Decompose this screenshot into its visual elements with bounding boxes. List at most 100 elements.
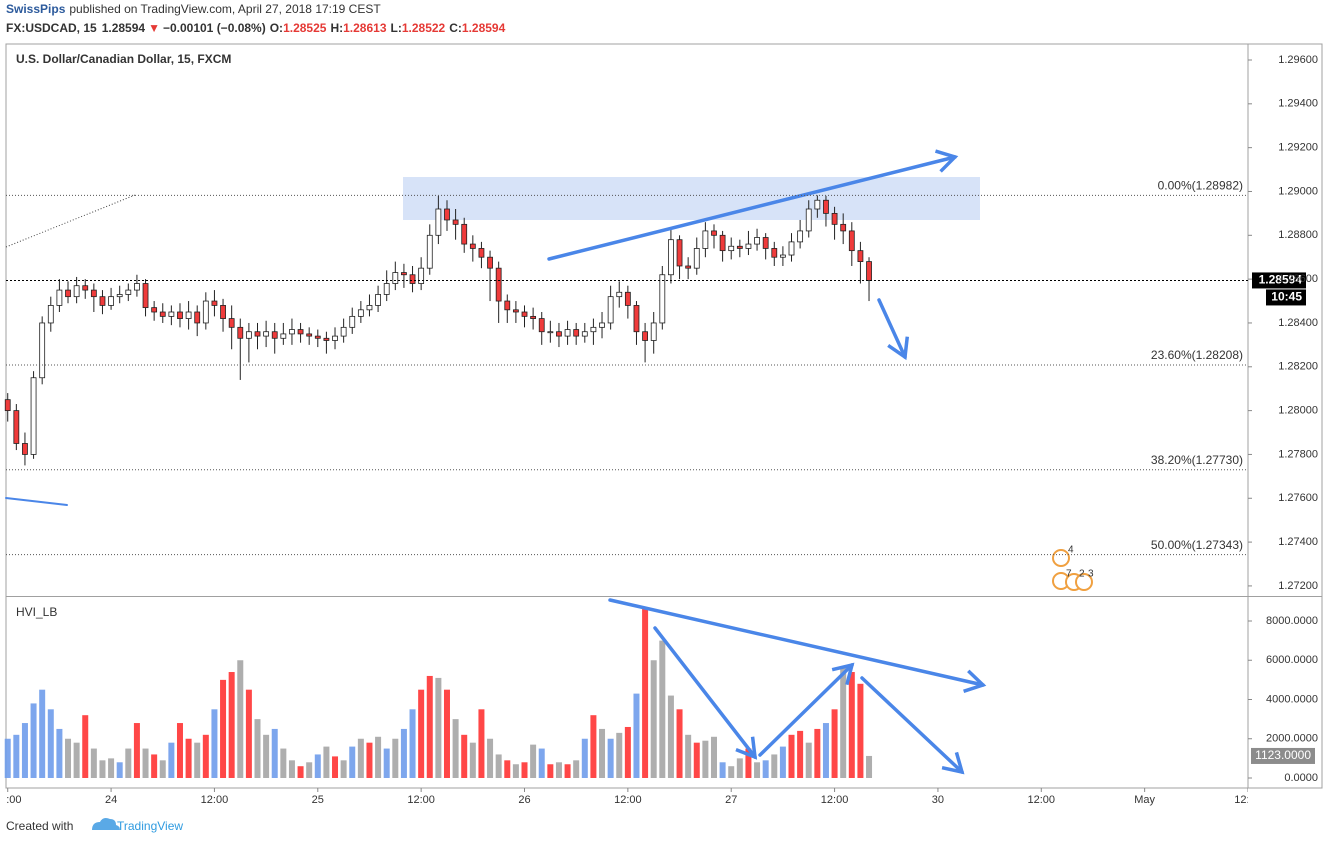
event-count: 2	[1079, 569, 1085, 580]
candle-body	[177, 311, 183, 319]
candle-body	[728, 245, 735, 252]
header-line1: SwissPips published on TradingView.com, A…	[6, 2, 381, 16]
frame	[5, 43, 1323, 789]
candle-body	[452, 219, 459, 225]
volume-bar	[581, 738, 588, 778]
candle-body	[82, 285, 89, 291]
candle-body	[685, 265, 692, 269]
volume-bar	[254, 719, 261, 778]
y-tick-label: 8000.0000	[1266, 615, 1318, 627]
candle-body	[814, 199, 821, 210]
volume-bar	[736, 758, 743, 778]
candle-body	[693, 248, 700, 269]
volume-bar	[39, 689, 46, 778]
volume-bar	[435, 677, 442, 778]
volume-bar	[607, 738, 614, 778]
candle-body	[185, 311, 192, 319]
y-tick-label: 1.28800	[1278, 229, 1318, 241]
candle-body	[642, 331, 648, 341]
candle-body	[220, 305, 226, 319]
candle-body	[383, 283, 390, 295]
candle-body	[779, 254, 786, 258]
y-tick-label: 1.28200	[1278, 361, 1318, 373]
candle-body	[151, 307, 158, 313]
volume-bar	[710, 736, 717, 778]
candle-body	[134, 283, 140, 291]
candle-body	[487, 256, 493, 269]
candle-body	[375, 294, 381, 306]
author: SwissPips	[6, 2, 66, 16]
logo	[92, 818, 120, 830]
candle-body	[13, 410, 20, 444]
candle-body	[142, 283, 149, 309]
candle-body	[271, 331, 278, 339]
x-tick-label: 25	[312, 794, 324, 806]
volume-bar	[728, 766, 735, 778]
volume-bar	[65, 738, 72, 778]
candle-body	[590, 326, 597, 333]
candle-body	[116, 294, 123, 298]
volume-bar	[426, 675, 433, 778]
volume-bar	[263, 734, 270, 778]
candle-body	[357, 309, 364, 317]
volume-title: HVI_LB	[16, 605, 57, 619]
candle-body	[426, 234, 433, 269]
arrow	[547, 149, 959, 261]
volume-bar	[530, 744, 537, 778]
volume-bar	[142, 748, 149, 778]
volume-bar	[220, 679, 227, 778]
direction: ▼	[148, 21, 160, 35]
volume-bar	[616, 732, 623, 778]
candle-body	[99, 296, 106, 306]
y-tick-label: 0.0000	[1284, 772, 1318, 784]
candle-body	[349, 315, 356, 328]
volume-bar	[418, 689, 425, 778]
y-tick-label: 1.28400	[1278, 317, 1318, 329]
candle-body	[47, 305, 54, 324]
close-label: C:	[449, 21, 462, 35]
x-tick-label: 26	[518, 794, 530, 806]
candle-body	[297, 329, 304, 335]
candle-body	[56, 289, 63, 306]
volume-bar	[487, 738, 494, 778]
candle-body	[444, 208, 450, 221]
arrow	[860, 676, 965, 775]
candle-body	[831, 212, 838, 225]
candle-body	[599, 322, 605, 328]
volume-bar	[564, 764, 571, 778]
candle-body	[392, 272, 399, 284]
y-tick-label: 1.27400	[1278, 536, 1318, 548]
volume-bar	[555, 762, 562, 778]
candle-body	[866, 261, 872, 281]
y-tick-label: 1.29400	[1278, 98, 1318, 110]
x-tick-label: 12:00	[821, 794, 849, 806]
candle-body	[702, 230, 709, 249]
candle-body	[254, 331, 261, 337]
candle-body	[280, 333, 287, 339]
candle-body	[504, 300, 511, 311]
volume-bar	[848, 672, 855, 778]
candle-body	[401, 272, 407, 276]
y-tick-label: 4000.0000	[1266, 693, 1318, 705]
candle-body	[159, 311, 166, 317]
candle-body	[461, 223, 468, 245]
trend-line	[5, 497, 68, 506]
header-line2: FX:USDCAD, 15 1.28594 ▼ −0.00101 (−0.08%) O:…	[6, 21, 506, 35]
candle-body	[366, 305, 373, 311]
x-tick-label: 12:00	[407, 794, 435, 806]
volume-bar	[538, 748, 545, 778]
volume-bar	[676, 709, 683, 778]
change: −0.00101 (−0.08%)	[163, 21, 266, 35]
footer-brand[interactable]: TradingView	[117, 819, 183, 833]
candle-body	[30, 377, 37, 455]
candle-body	[857, 250, 864, 263]
candle-body	[478, 248, 485, 258]
volume-bar	[375, 736, 382, 778]
candle-body	[435, 208, 442, 236]
candle-body	[668, 239, 674, 276]
volume-bar	[30, 703, 37, 778]
candle-body	[754, 237, 760, 245]
volume-bar	[211, 709, 218, 778]
volume-bar	[202, 734, 209, 778]
arrow	[608, 598, 987, 694]
